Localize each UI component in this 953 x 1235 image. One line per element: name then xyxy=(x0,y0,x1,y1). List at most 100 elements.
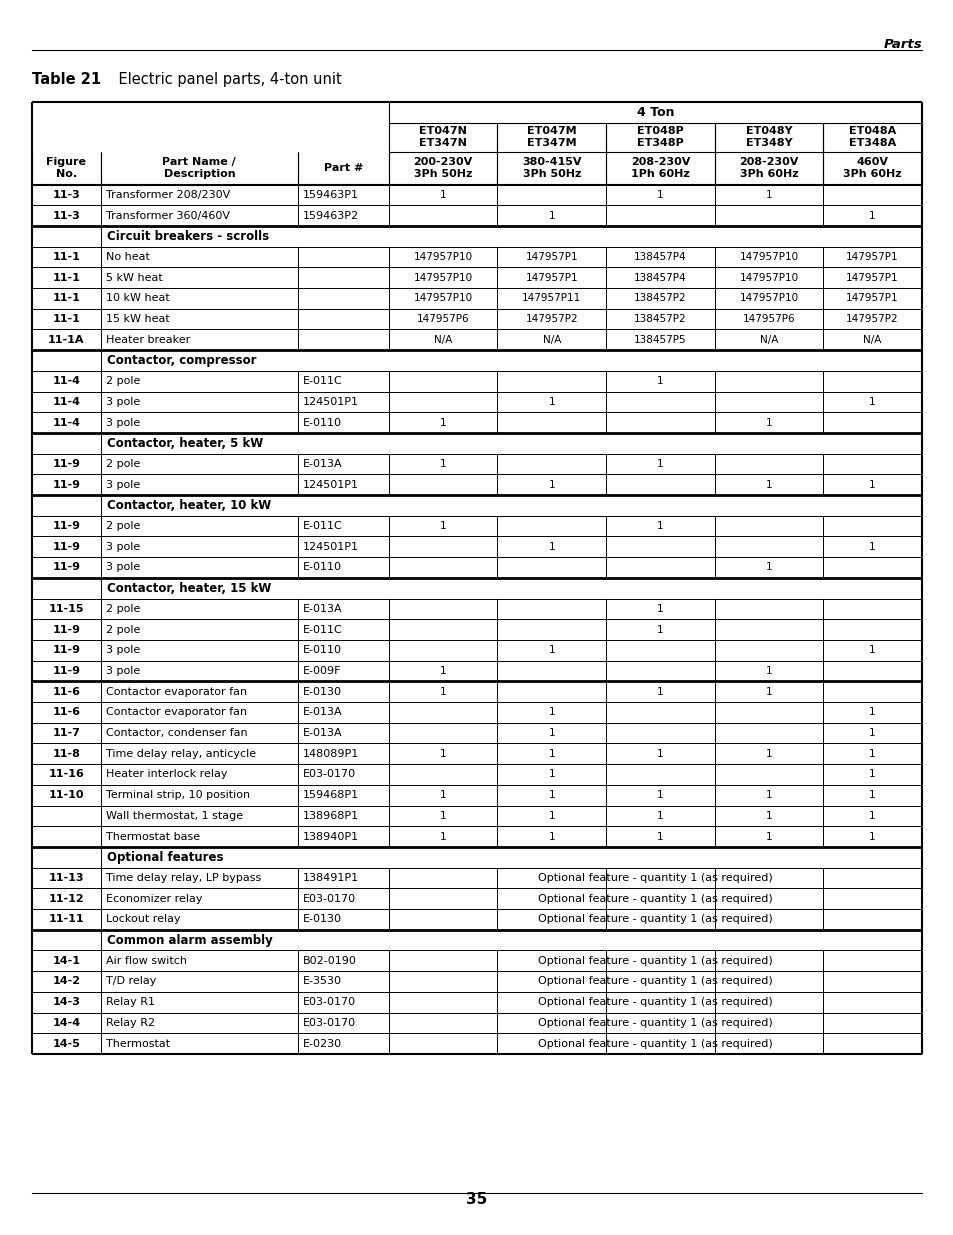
Text: 2 pole: 2 pole xyxy=(106,604,140,614)
Text: 138457P4: 138457P4 xyxy=(634,252,686,262)
Text: Transformer 208/230V: Transformer 208/230V xyxy=(106,190,230,200)
Text: 2 pole: 2 pole xyxy=(106,459,140,469)
Text: 124501P1: 124501P1 xyxy=(303,542,358,552)
Text: 1: 1 xyxy=(548,210,555,221)
Text: Thermostat: Thermostat xyxy=(106,1039,170,1049)
Text: 138457P2: 138457P2 xyxy=(634,314,686,324)
Text: E03-0170: E03-0170 xyxy=(303,894,355,904)
Text: 3 pole: 3 pole xyxy=(106,542,140,552)
Text: 1: 1 xyxy=(765,811,771,821)
Text: 11-9: 11-9 xyxy=(52,479,80,489)
Text: Electric panel parts, 4-ton unit: Electric panel parts, 4-ton unit xyxy=(100,72,341,86)
Text: 11-8: 11-8 xyxy=(52,748,80,758)
Text: 1: 1 xyxy=(439,521,446,531)
Text: 1: 1 xyxy=(657,377,663,387)
Text: 147957P1: 147957P1 xyxy=(845,273,898,283)
Text: 1: 1 xyxy=(439,190,446,200)
Text: 11-4: 11-4 xyxy=(52,396,80,406)
Text: N/A: N/A xyxy=(542,335,560,345)
Text: Contactor, heater, 15 kW: Contactor, heater, 15 kW xyxy=(107,582,271,594)
Text: E-013A: E-013A xyxy=(303,708,342,718)
Text: Part Name /
Description: Part Name / Description xyxy=(162,157,236,179)
Text: 2 pole: 2 pole xyxy=(106,625,140,635)
Text: 200-230V
3Ph 50Hz: 200-230V 3Ph 50Hz xyxy=(413,157,473,179)
Text: Relay R2: Relay R2 xyxy=(106,1018,154,1028)
Text: 1: 1 xyxy=(657,790,663,800)
Text: Wall thermostat, 1 stage: Wall thermostat, 1 stage xyxy=(106,811,242,821)
Text: E03-0170: E03-0170 xyxy=(303,1018,355,1028)
Text: E03-0170: E03-0170 xyxy=(303,997,355,1008)
Text: Economizer relay: Economizer relay xyxy=(106,894,202,904)
Text: 1: 1 xyxy=(765,479,771,489)
Text: 147957P10: 147957P10 xyxy=(414,294,473,304)
Text: 147957P10: 147957P10 xyxy=(414,252,473,262)
Text: Optional feature - quantity 1 (as required): Optional feature - quantity 1 (as requir… xyxy=(537,1018,772,1028)
Text: 1: 1 xyxy=(868,790,875,800)
Text: 1: 1 xyxy=(439,831,446,841)
Text: 1: 1 xyxy=(548,729,555,739)
Text: Figure
No.: Figure No. xyxy=(46,157,86,179)
Text: 1: 1 xyxy=(548,645,555,656)
Text: 138457P4: 138457P4 xyxy=(634,273,686,283)
Text: 3 pole: 3 pole xyxy=(106,417,140,427)
Text: Contactor, heater, 10 kW: Contactor, heater, 10 kW xyxy=(107,499,271,511)
Text: 11-9: 11-9 xyxy=(52,521,80,531)
Text: E-011C: E-011C xyxy=(303,521,342,531)
Text: ET047M
ET347M: ET047M ET347M xyxy=(526,126,576,148)
Text: T/D relay: T/D relay xyxy=(106,977,155,987)
Text: 3 pole: 3 pole xyxy=(106,645,140,656)
Text: 1: 1 xyxy=(548,542,555,552)
Text: ET048P
ET348P: ET048P ET348P xyxy=(637,126,683,148)
Text: 1: 1 xyxy=(657,459,663,469)
Text: Thermostat base: Thermostat base xyxy=(106,831,199,841)
Text: E-011C: E-011C xyxy=(303,625,342,635)
Text: 11-1: 11-1 xyxy=(52,314,80,324)
Text: Table 21: Table 21 xyxy=(32,72,101,86)
Text: 1: 1 xyxy=(765,562,771,573)
Text: E-011C: E-011C xyxy=(303,377,342,387)
Text: 1: 1 xyxy=(765,687,771,697)
Text: 1: 1 xyxy=(657,190,663,200)
Text: 208-230V
1Ph 60Hz: 208-230V 1Ph 60Hz xyxy=(630,157,689,179)
Text: 138940P1: 138940P1 xyxy=(303,831,359,841)
Text: 147957P10: 147957P10 xyxy=(739,273,798,283)
Text: 14-5: 14-5 xyxy=(52,1039,80,1049)
Text: E-013A: E-013A xyxy=(303,604,342,614)
Text: 1: 1 xyxy=(548,831,555,841)
Text: 11-1: 11-1 xyxy=(52,273,80,283)
Text: Relay R1: Relay R1 xyxy=(106,997,154,1008)
Text: 11-1: 11-1 xyxy=(52,252,80,262)
Text: 1: 1 xyxy=(868,769,875,779)
Text: 1: 1 xyxy=(548,396,555,406)
Text: 380-415V
3Ph 50Hz: 380-415V 3Ph 50Hz xyxy=(521,157,581,179)
Text: 1: 1 xyxy=(548,790,555,800)
Text: Heater breaker: Heater breaker xyxy=(106,335,190,345)
Text: 4 Ton: 4 Ton xyxy=(636,106,674,119)
Text: 1: 1 xyxy=(868,831,875,841)
Text: 11-4: 11-4 xyxy=(52,377,80,387)
Text: 1: 1 xyxy=(765,748,771,758)
Text: 1: 1 xyxy=(657,811,663,821)
Text: No heat: No heat xyxy=(106,252,150,262)
Text: Optional feature - quantity 1 (as required): Optional feature - quantity 1 (as requir… xyxy=(537,914,772,924)
Text: Heater interlock relay: Heater interlock relay xyxy=(106,769,227,779)
Text: 11-9: 11-9 xyxy=(52,645,80,656)
Text: 1: 1 xyxy=(439,811,446,821)
Text: 1: 1 xyxy=(868,708,875,718)
Text: 124501P1: 124501P1 xyxy=(303,396,358,406)
Text: 1: 1 xyxy=(548,769,555,779)
Text: E-013A: E-013A xyxy=(303,459,342,469)
Text: Optional feature - quantity 1 (as required): Optional feature - quantity 1 (as requir… xyxy=(537,956,772,966)
Text: 1: 1 xyxy=(868,811,875,821)
Text: 147957P6: 147957P6 xyxy=(416,314,469,324)
Text: 147957P10: 147957P10 xyxy=(414,273,473,283)
Text: 11-6: 11-6 xyxy=(52,708,80,718)
Text: 14-1: 14-1 xyxy=(52,956,80,966)
Text: 159463P1: 159463P1 xyxy=(303,190,358,200)
Text: Optional feature - quantity 1 (as required): Optional feature - quantity 1 (as requir… xyxy=(537,977,772,987)
Text: 1: 1 xyxy=(657,831,663,841)
Text: Optional feature - quantity 1 (as required): Optional feature - quantity 1 (as requir… xyxy=(537,1039,772,1049)
Text: 1: 1 xyxy=(657,625,663,635)
Text: ET048Y
ET348Y: ET048Y ET348Y xyxy=(745,126,791,148)
Text: E-0130: E-0130 xyxy=(303,687,342,697)
